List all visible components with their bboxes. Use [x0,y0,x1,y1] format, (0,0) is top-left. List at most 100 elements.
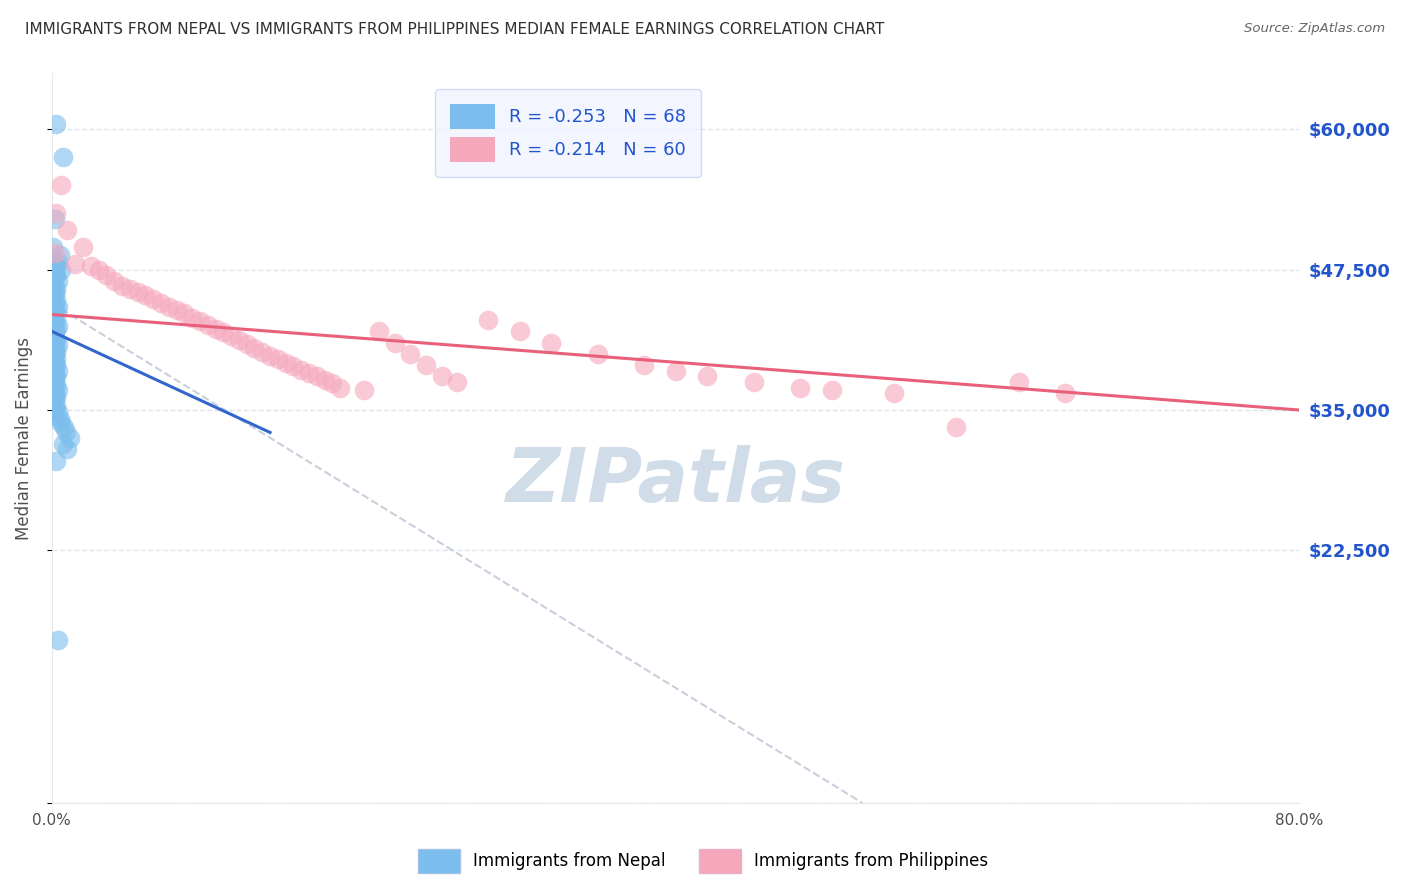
Point [44,258,66,272]
Point [633,358,655,372]
Point [48,248,70,262]
Point [44,324,66,338]
Point [46,405,69,419]
Point [49,178,72,193]
Point [42,349,65,363]
Point [103,274,125,288]
Point [45,369,67,384]
Point [46,300,69,314]
Point [883,386,905,401]
Point [45,312,67,326]
Point [696,369,718,384]
Point [329,380,352,394]
Point [446,375,468,389]
Point [63,257,86,271]
Point [204,322,226,336]
Point [44,371,66,385]
Point [742,375,765,389]
Point [42,326,65,341]
Point [45,293,67,307]
Point [46,633,69,648]
Point [44,347,66,361]
Point [384,335,406,350]
Y-axis label: Median Female Earnings: Median Female Earnings [15,336,32,540]
Point [477,313,499,327]
Point [46,254,69,268]
Point [45,409,67,423]
Point [111,279,134,293]
Point [72,240,94,254]
Point [290,362,312,376]
Point [45,260,67,275]
Point [45,283,67,297]
Point [52,150,75,164]
Point [283,359,305,374]
Point [212,326,235,340]
Point [45,378,67,392]
Point [45,301,67,316]
Point [44,341,66,355]
Point [44,401,66,416]
Text: Source: ZipAtlas.com: Source: ZipAtlas.com [1244,22,1385,36]
Point [44,305,66,319]
Point [252,344,274,359]
Point [399,347,422,361]
Point [44,367,66,381]
Point [235,336,257,351]
Point [53,420,76,434]
Point [149,296,172,310]
Point [49,417,72,431]
Point [44,386,66,401]
Point [45,358,67,372]
Point [44,279,66,293]
Point [820,383,842,397]
Point [42,309,65,323]
Text: IMMIGRANTS FROM NEPAL VS IMMIGRANTS FROM PHILIPPINES MEDIAN FEMALE EARNINGS CORR: IMMIGRANTS FROM NEPAL VS IMMIGRANTS FROM… [25,22,884,37]
Point [298,366,321,380]
Point [42,289,65,303]
Point [44,212,66,227]
Point [44,315,66,329]
Point [259,349,281,363]
Point [42,395,65,409]
Point [157,300,180,314]
Point [173,306,195,320]
Point [45,352,67,367]
Point [45,268,67,283]
Point [45,344,67,359]
Point [118,282,141,296]
Point [44,335,66,350]
Point [368,324,391,338]
Point [59,431,82,445]
Point [1008,375,1031,389]
Point [430,369,453,384]
Point [586,347,609,361]
Point [228,334,250,348]
Point [46,274,69,288]
Point [96,268,118,283]
Point [267,352,290,367]
Legend: Immigrants from Nepal, Immigrants from Philippines: Immigrants from Nepal, Immigrants from P… [412,842,994,880]
Point [44,296,66,310]
Point [44,356,66,370]
Point [45,453,67,467]
Point [945,420,967,434]
Point [181,310,204,325]
Point [44,360,66,375]
Point [789,380,811,394]
Point [80,259,103,273]
Point [664,364,686,378]
Point [56,223,79,237]
Point [42,277,65,292]
Point [44,330,66,344]
Point [42,240,65,254]
Point [509,324,531,338]
Point [45,116,67,130]
Point [45,390,67,404]
Point [46,338,69,352]
Point [44,265,66,279]
Point [188,314,211,328]
Point [353,383,375,397]
Point [415,358,437,372]
Point [142,292,165,306]
